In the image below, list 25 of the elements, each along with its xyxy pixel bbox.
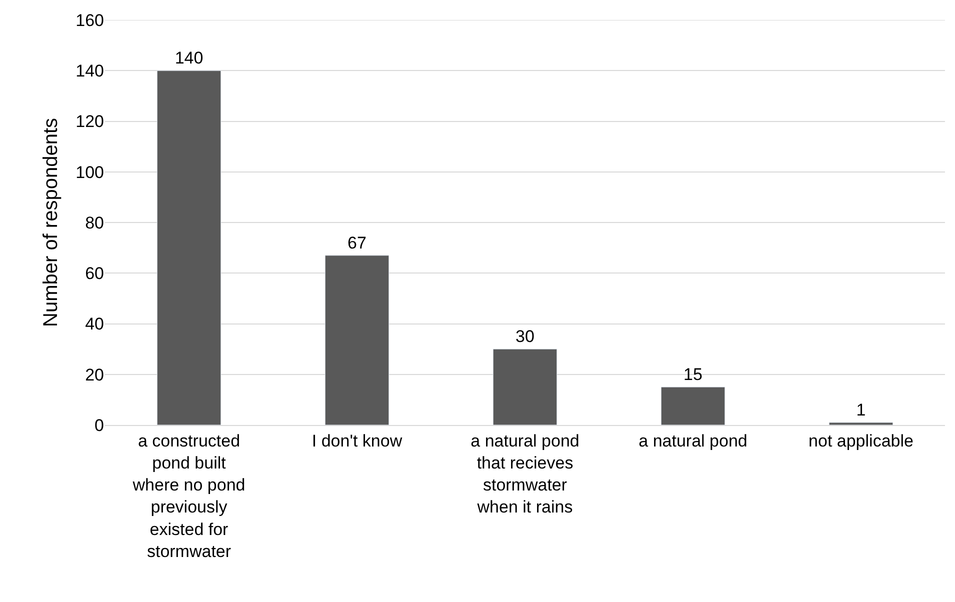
x-tick-label: a natural pond [638, 431, 748, 450]
data-label: 30 [516, 327, 534, 346]
bar [828, 422, 894, 425]
bar [156, 70, 222, 425]
x-tick-label: a constructed pond built where no pond previously existed for stormwater [132, 431, 246, 561]
y-tick-label: 40 [85, 314, 104, 334]
data-label: 15 [684, 365, 702, 384]
y-tick-label: 0 [94, 416, 104, 435]
y-tick-label: 120 [76, 112, 104, 132]
y-tick-label: 20 [85, 365, 104, 384]
x-tick-label: not applicable [808, 431, 914, 450]
data-label: 67 [348, 233, 366, 252]
y-axis-title: Number of respondents [40, 118, 62, 328]
bar [324, 255, 390, 425]
x-tick-label: I don't know [312, 431, 403, 450]
y-tick-label: 140 [76, 62, 104, 81]
bar [660, 386, 726, 425]
y-tick-label: 100 [76, 162, 104, 182]
data-label: 1 [856, 400, 866, 420]
bar [492, 348, 558, 425]
y-tick-label: 160 [76, 10, 104, 30]
y-tick-label: 60 [85, 264, 104, 284]
data-label: 140 [174, 48, 204, 68]
y-tick-label: 80 [85, 213, 104, 232]
x-tick-label: a natural pond that recieves stormwater when it rains [470, 431, 580, 517]
